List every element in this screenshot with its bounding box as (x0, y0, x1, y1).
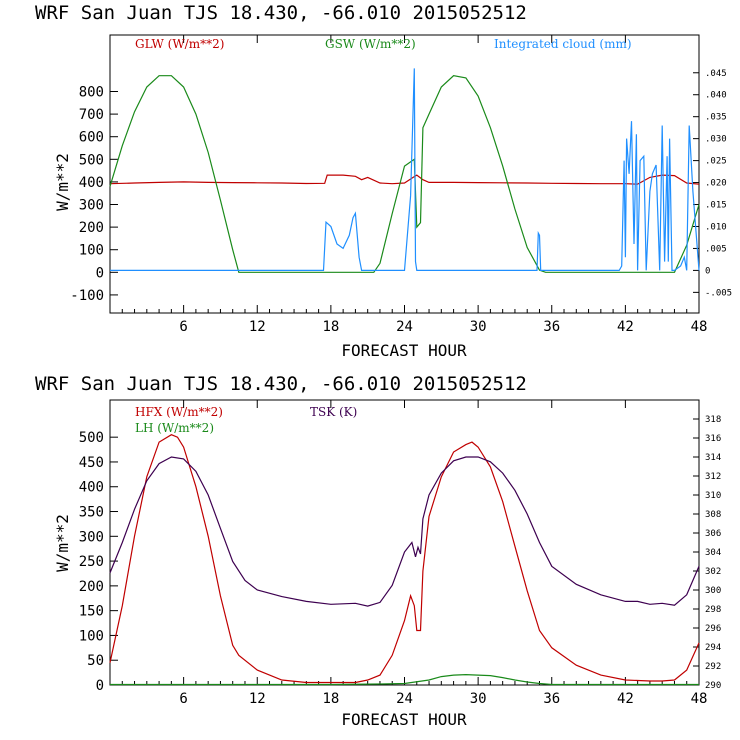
bottom-right-tick-label: 294 (705, 643, 721, 653)
bottom-x-axis-label: FORECAST HOUR (341, 710, 467, 729)
bottom-legend-hfx: HFX (W/m**2) (135, 405, 223, 419)
top-y-tick-label: 200 (79, 220, 104, 236)
bottom-right-tick-label: 306 (705, 529, 721, 539)
top-legend-glw: GLW (W/m**2) (135, 37, 224, 51)
bottom-y-tick-label: 500 (79, 430, 104, 446)
bottom-y-tick-label: 350 (79, 505, 104, 521)
bottom-series-line-1 (110, 673, 699, 686)
bottom-y-tick-label: 50 (87, 653, 104, 669)
bottom-y-tick-label: 100 (79, 628, 104, 644)
bottom-right-tick-label: 300 (705, 586, 721, 596)
top-right-tick-label: .005 (705, 244, 727, 254)
top-x-tick-label: 6 (179, 319, 187, 335)
top-y-tick-label: 800 (79, 85, 104, 101)
bottom-right-tick-label: 308 (705, 510, 721, 520)
bottom-right-tick-label: 296 (705, 624, 721, 634)
bottom-y-tick-label: 300 (79, 529, 104, 545)
bottom-x-tick-label: 48 (691, 691, 708, 707)
bottom-x-tick-label: 18 (322, 691, 339, 707)
top-x-tick-label: 30 (470, 319, 487, 335)
top-right-tick-label: .020 (705, 179, 727, 189)
bottom-plot-frame (109, 399, 700, 686)
bottom-legend-tsk: TSK (K) (310, 405, 357, 419)
bottom-legend-lh: LH (W/m**2) (135, 421, 214, 435)
top-right-tick-label: .035 (705, 113, 727, 123)
bottom-x-tick-label: 24 (396, 691, 413, 707)
top-chart-title: WRF San Juan TJS 18.430, -66.010 2015052… (35, 2, 527, 24)
bottom-right-tick-label: 316 (705, 434, 721, 444)
top-y-tick-label: 600 (79, 130, 104, 146)
bottom-right-tick-label: 290 (705, 681, 721, 691)
bottom-right-tick-label: 302 (705, 567, 721, 577)
top-legend-cloud: Integrated cloud (mm) (494, 37, 632, 51)
top-series-line-0 (109, 174, 700, 185)
bottom-series-line-0 (109, 434, 700, 684)
bottom-y-axis-label: W/m**2 (53, 514, 72, 572)
top-legend-gsw: GSW (W/m**2) (325, 37, 416, 51)
top-right-tick-label: .040 (705, 91, 727, 101)
bottom-right-tick-label: 314 (705, 453, 721, 463)
bottom-y-tick-label: 0 (96, 678, 104, 694)
bottom-y-tick-label: 450 (79, 455, 104, 471)
top-x-tick-label: 48 (691, 319, 708, 335)
bottom-x-tick-label: 36 (543, 691, 560, 707)
top-series-line-1 (109, 75, 700, 273)
bottom-x-tick-label: 42 (617, 691, 634, 707)
bottom-y-tick-label: 400 (79, 480, 104, 496)
bottom-x-tick-label: 30 (470, 691, 487, 707)
bottom-right-tick-label: 310 (705, 491, 721, 501)
top-marks: 6 12 18 24 30 36 42 48 -100 0 100 200 300 400 500 600 70… (70, 35, 732, 335)
bottom-y-tick-label: 200 (79, 579, 104, 595)
bottom-chart-title: WRF San Juan TJS 18.430, -66.010 2015052… (35, 373, 527, 395)
top-x-tick-label: 18 (322, 319, 339, 335)
bottom-series-line-2 (109, 456, 700, 607)
top-chart: WRF San Juan TJS 18.430, -66.010 2015052… (35, 2, 732, 360)
bottom-y-tick-label: 150 (79, 604, 104, 620)
bottom-right-tick-label: 298 (705, 605, 721, 615)
bottom-x-tick-label: 12 (249, 691, 266, 707)
top-y-tick-label: 100 (79, 243, 104, 259)
top-x-tick-label: 24 (396, 319, 413, 335)
top-right-tick-label: .030 (705, 135, 727, 145)
top-series-line-2 (110, 68, 700, 271)
bottom-chart: WRF San Juan TJS 18.430, -66.010 2015052… (35, 373, 721, 729)
bottom-x-tick-label: 6 (179, 691, 187, 707)
bottom-right-tick-label: 304 (705, 548, 721, 558)
top-x-tick-label: 12 (249, 319, 266, 335)
bottom-right-tick-label: 318 (705, 415, 721, 425)
bottom-marks: 6 12 18 24 30 36 42 48 0 50 100 150 200 250 300 350 400 4… (79, 400, 721, 707)
top-y-tick-label: -100 (70, 288, 104, 304)
top-y-tick-label: 700 (79, 107, 104, 123)
top-y-tick-label: 300 (79, 198, 104, 214)
top-y-axis-label: W/m**2 (53, 153, 72, 211)
top-right-tick-label: .010 (705, 222, 727, 232)
top-x-axis-label: FORECAST HOUR (341, 341, 467, 360)
top-y-tick-label: 500 (79, 152, 104, 168)
top-y-tick-label: 0 (96, 265, 104, 281)
bottom-right-tick-label: 312 (705, 472, 721, 482)
top-plot-frame (109, 34, 700, 314)
top-right-tick-label: 0 (705, 266, 710, 276)
top-right-tick-label: -.005 (705, 288, 732, 298)
bottom-right-tick-label: 292 (705, 662, 721, 672)
top-right-tick-label: .015 (705, 201, 727, 211)
top-y-tick-label: 400 (79, 175, 104, 191)
bottom-y-tick-label: 250 (79, 554, 104, 570)
top-right-tick-label: .025 (705, 157, 727, 167)
top-right-tick-label: .045 (705, 69, 727, 79)
top-x-tick-label: 36 (543, 319, 560, 335)
top-x-tick-label: 42 (617, 319, 634, 335)
